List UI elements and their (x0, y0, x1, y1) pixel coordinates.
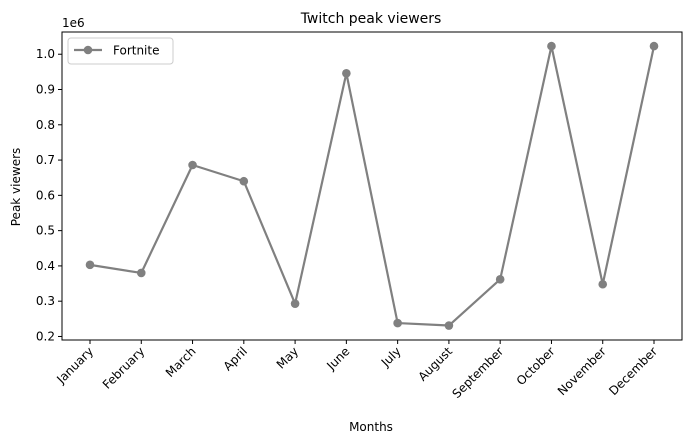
y-tick-label: 1.0 (36, 47, 55, 61)
x-tick-label: January (53, 344, 96, 387)
x-tick-label: June (323, 344, 352, 373)
data-point (393, 318, 402, 328)
series-line-fortnite (89, 45, 656, 327)
y-tick-label: 0.3 (36, 294, 55, 308)
data-point (649, 41, 659, 51)
x-tick-label: August (415, 344, 455, 384)
legend-series-marker (83, 45, 93, 55)
data-point (136, 268, 146, 278)
data-point (290, 299, 300, 308)
plot-area-frame (61, 31, 683, 341)
y-axis-label: Peak viewers (9, 148, 23, 227)
x-tick-label: December (606, 344, 660, 398)
x-tick-label: October (514, 344, 558, 388)
x-tick-label: July (378, 344, 404, 370)
legend: Fortnite (67, 37, 174, 65)
x-tick-label: September (450, 344, 507, 401)
legend-label-fortnite: Fortnite (113, 44, 159, 58)
data-point (495, 275, 505, 284)
data-point (342, 68, 351, 78)
x-axis-label: Months (349, 420, 393, 434)
data-point (444, 321, 454, 330)
y-tick-label: 0.8 (36, 118, 55, 132)
y-tick-label: 0.6 (36, 188, 55, 202)
y-axis-ticks: 0.2 0.3 0.4 0.5 0.6 0.7 0.8 0.9 1.0 (36, 47, 62, 343)
x-tick-label: November (555, 344, 609, 398)
series-layer (85, 41, 659, 330)
data-point (85, 260, 95, 270)
x-tick-label: May (274, 344, 301, 371)
data-point (598, 279, 608, 289)
y-tick-label: 0.2 (36, 329, 55, 343)
data-point (188, 160, 197, 170)
data-point (239, 176, 249, 186)
chart-title: Twitch peak viewers (300, 11, 442, 27)
y-tick-label: 0.4 (36, 259, 55, 273)
x-axis-ticks: January February March April May June July Augu… (53, 340, 660, 401)
x-tick-label: February (100, 344, 148, 392)
data-point (547, 41, 556, 51)
x-tick-label: April (221, 344, 250, 373)
y-axis-offset-label: 1e6 (62, 16, 85, 30)
x-tick-label: March (163, 344, 199, 380)
y-tick-label: 0.7 (36, 153, 55, 167)
legend-box (67, 37, 174, 65)
y-tick-label: 0.9 (36, 83, 55, 97)
y-tick-label: 0.5 (36, 224, 55, 238)
